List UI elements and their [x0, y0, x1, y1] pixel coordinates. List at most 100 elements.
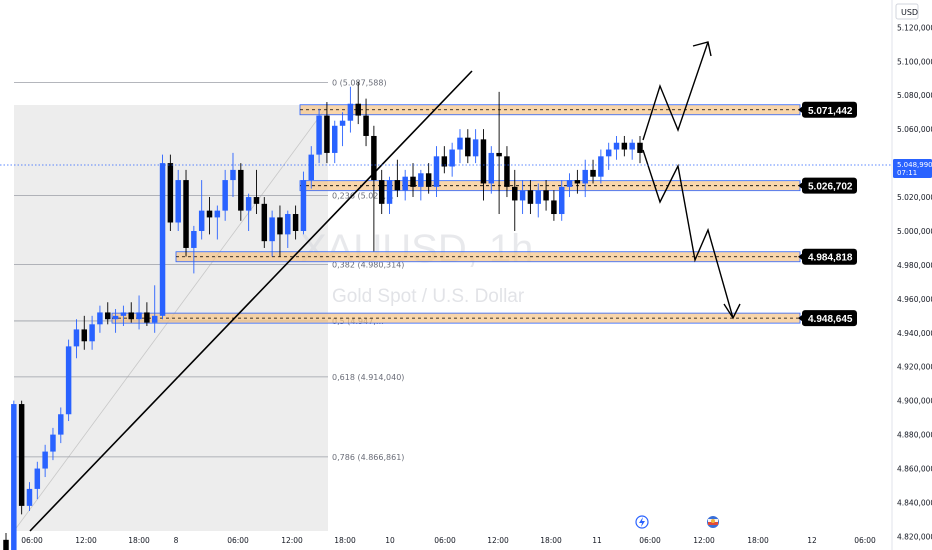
level-label-box — [802, 248, 857, 265]
fib-level-label: 0 (5.087,588) — [332, 78, 387, 87]
candle-body — [245, 197, 252, 211]
fib-level-label: 0,236 (5.021,… — [332, 191, 394, 200]
candle-body — [386, 180, 393, 204]
candle-body — [26, 488, 33, 506]
y-tick-label: 5.060,000 — [897, 125, 932, 134]
candle-countdown: 07:11 — [897, 169, 917, 177]
x-tick-label: 06:00 — [434, 536, 456, 545]
y-tick-label: 4.880,000 — [897, 431, 932, 440]
candle-body — [488, 152, 495, 184]
current-price-badge — [893, 159, 932, 178]
candle-body — [551, 200, 557, 215]
level-label: 5.071,442 — [808, 106, 853, 117]
x-tick-label: 18:00 — [747, 536, 769, 545]
candle-body — [277, 217, 283, 235]
bearish-scenario-path[interactable] — [642, 149, 734, 319]
candle-body — [621, 142, 628, 150]
candle-body — [590, 169, 596, 177]
candle-body — [339, 120, 346, 126]
y-tick-label: 5.120,000 — [897, 23, 932, 32]
level-label: 5.026,702 — [808, 182, 853, 193]
level-label: 4.948,645 — [808, 314, 853, 325]
candle-body — [378, 180, 385, 204]
candle-body — [355, 103, 361, 116]
candle-body — [449, 149, 455, 167]
currency-button[interactable] — [895, 3, 919, 20]
candle-body — [191, 230, 197, 248]
flag-icon[interactable] — [707, 516, 719, 528]
candle-body — [613, 142, 620, 150]
candle-body — [285, 214, 291, 235]
x-tick-label: 12:00 — [693, 536, 715, 545]
x-tick-label: 12:00 — [75, 536, 97, 545]
x-tick-label: 06:00 — [21, 536, 43, 545]
candle-body — [253, 197, 260, 204]
price-axis[interactable]: 4.820,000 4.840,000 4.860,000 4.880,000 4.90… — [891, 0, 932, 550]
candlestick-series — [3, 81, 643, 550]
candle-body — [629, 142, 635, 150]
candle-body — [58, 414, 64, 435]
x-tick-label: 06:00 — [639, 536, 661, 545]
candle-body — [42, 451, 48, 469]
lightning-icon[interactable] — [635, 515, 649, 529]
y-tick-label: 4.860,000 — [897, 465, 932, 474]
candle-body — [425, 173, 432, 187]
candle-body — [574, 180, 581, 184]
candle-body — [566, 180, 573, 187]
candle-body — [198, 210, 205, 231]
x-tick-label: 10 — [385, 536, 395, 545]
candle-body — [472, 139, 479, 157]
x-tick-label: 18:00 — [540, 536, 562, 545]
candle-body — [34, 468, 41, 489]
candle-body — [105, 312, 111, 320]
candle-body — [543, 190, 549, 201]
candle-body — [457, 137, 463, 150]
level-label-pointer — [798, 182, 802, 189]
y-tick-label: 5.000,000 — [897, 227, 932, 236]
trend-line[interactable] — [29, 70, 473, 532]
candle-body — [183, 180, 189, 248]
fib-level-label: 0,382 (4.980,314) — [332, 260, 404, 269]
watermark-symbol: XAUUSD, 1h — [300, 227, 533, 271]
bullish-arrowhead — [692, 41, 712, 57]
y-tick-label: 5.100,000 — [897, 57, 932, 66]
candle-body — [238, 169, 244, 211]
candle-body — [269, 217, 275, 242]
candle-body — [316, 115, 322, 155]
candle-body — [300, 180, 307, 231]
fib-level-label: 0,786 (4.866,861) — [332, 453, 404, 462]
level-label: 4.984,818 — [808, 253, 853, 264]
candle-body — [519, 190, 526, 201]
candle-body — [175, 180, 181, 223]
candle-body — [394, 180, 401, 191]
candle-body — [410, 176, 416, 187]
x-tick-label: 12:00 — [487, 536, 509, 545]
candle-body — [89, 324, 95, 342]
candle-body — [402, 176, 408, 191]
bearish-arrowhead — [723, 303, 741, 320]
x-tick-label: 12 — [807, 536, 817, 545]
candle-body — [512, 186, 518, 201]
support-resistance-zones[interactable]: 5.071,442 5.026,702 4.984,818 4.948,645 — [111, 101, 857, 327]
candle-body — [347, 103, 354, 121]
candle-body — [261, 203, 268, 242]
watermark-name: Gold Spot / U.S. Dollar — [332, 286, 525, 307]
candle-body — [637, 142, 643, 153]
candle-body — [308, 154, 314, 181]
y-tick-label: 5.080,000 — [897, 91, 932, 100]
candle-body — [214, 210, 221, 218]
fib-level-label: 0,618 (4.914,040) — [332, 373, 404, 382]
candle-body — [18, 404, 25, 506]
time-axis[interactable]: 06:00 12:00 18:00 8 06:00 12:00 18:00 10 06:00 12… — [21, 536, 876, 545]
candle-body — [465, 137, 471, 157]
candle-body — [527, 190, 534, 204]
candle-body — [433, 156, 440, 187]
level-label-box — [802, 177, 857, 194]
symbol-watermark: XAUUSD, 1h Gold Spot / U.S. Dollar — [300, 227, 533, 307]
bullish-scenario-path[interactable] — [642, 41, 709, 141]
current-price-value: 5.048,990 — [897, 161, 932, 169]
y-tick-label: 4.940,000 — [897, 329, 932, 338]
candle-body — [558, 186, 565, 215]
candle-body — [504, 156, 510, 187]
